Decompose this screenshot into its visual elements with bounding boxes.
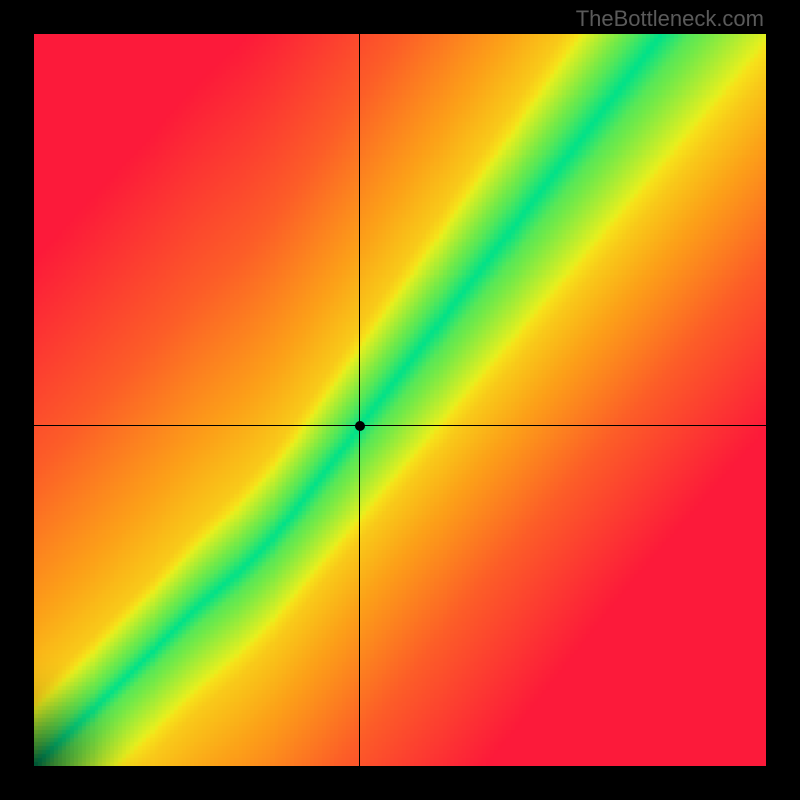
heatmap-canvas bbox=[34, 34, 766, 766]
crosshair-vertical bbox=[359, 34, 360, 766]
heatmap-plot bbox=[34, 34, 766, 766]
crosshair-horizontal bbox=[34, 425, 766, 426]
marker-dot bbox=[355, 421, 365, 431]
watermark-text: TheBottleneck.com bbox=[576, 6, 764, 32]
